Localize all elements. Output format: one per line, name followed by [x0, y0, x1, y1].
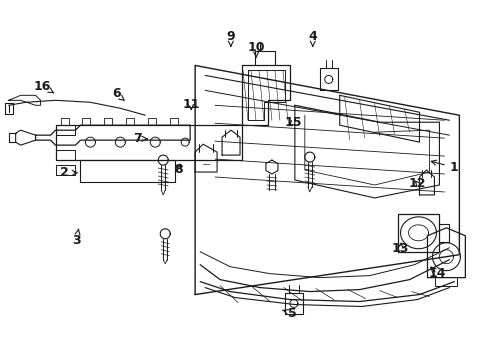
Text: 3: 3	[72, 229, 81, 247]
Text: 12: 12	[408, 177, 426, 190]
Text: 6: 6	[112, 87, 124, 100]
Text: 1: 1	[430, 160, 458, 174]
Text: 8: 8	[174, 163, 183, 176]
Text: 2: 2	[60, 166, 77, 179]
Text: 13: 13	[391, 242, 408, 255]
Text: 10: 10	[247, 41, 264, 57]
Text: 16: 16	[33, 80, 54, 93]
Text: 7: 7	[133, 132, 147, 145]
Text: 11: 11	[182, 98, 199, 111]
Text: 9: 9	[226, 30, 235, 46]
Text: 5: 5	[282, 307, 296, 320]
Text: 14: 14	[427, 267, 445, 280]
Text: 15: 15	[284, 116, 302, 129]
Text: 4: 4	[308, 30, 317, 46]
